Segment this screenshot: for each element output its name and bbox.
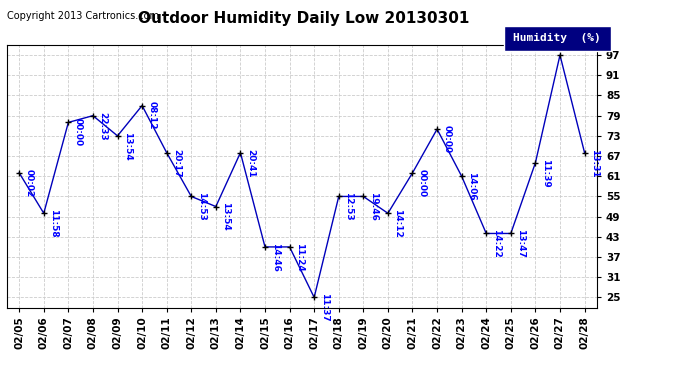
Text: 00:00: 00:00 — [442, 125, 452, 153]
Text: Copyright 2013 Cartronics.com: Copyright 2013 Cartronics.com — [7, 11, 159, 21]
Text: 22:33: 22:33 — [99, 111, 108, 140]
Text: 00:00: 00:00 — [74, 118, 83, 146]
Text: 14:46: 14:46 — [270, 243, 279, 272]
Text: 13:47: 13:47 — [516, 229, 525, 258]
Text: 12:53: 12:53 — [344, 192, 353, 221]
Text: 20:17: 20:17 — [172, 148, 181, 177]
Text: 13:54: 13:54 — [221, 202, 230, 231]
Text: 13:54: 13:54 — [123, 132, 132, 160]
Text: Humidity  (%): Humidity (%) — [513, 33, 601, 44]
Text: 14:22: 14:22 — [492, 229, 501, 258]
Text: 19:46: 19:46 — [369, 192, 378, 221]
Text: 14:06: 14:06 — [467, 172, 476, 201]
Text: 13:31: 13:31 — [590, 148, 599, 177]
Text: 08:12: 08:12 — [148, 101, 157, 130]
Text: 14:53: 14:53 — [197, 192, 206, 221]
Text: Outdoor Humidity Daily Low 20130301: Outdoor Humidity Daily Low 20130301 — [138, 11, 469, 26]
Text: 20:41: 20:41 — [246, 148, 255, 177]
Text: 00:02: 00:02 — [25, 169, 34, 197]
Text: 11:39: 11:39 — [541, 159, 550, 188]
Text: 11:37: 11:37 — [319, 293, 328, 322]
Text: 14:12: 14:12 — [393, 209, 402, 238]
Text: 11:24: 11:24 — [295, 243, 304, 272]
Text: 11:58: 11:58 — [49, 209, 59, 238]
Text: 00:00: 00:00 — [418, 169, 427, 197]
